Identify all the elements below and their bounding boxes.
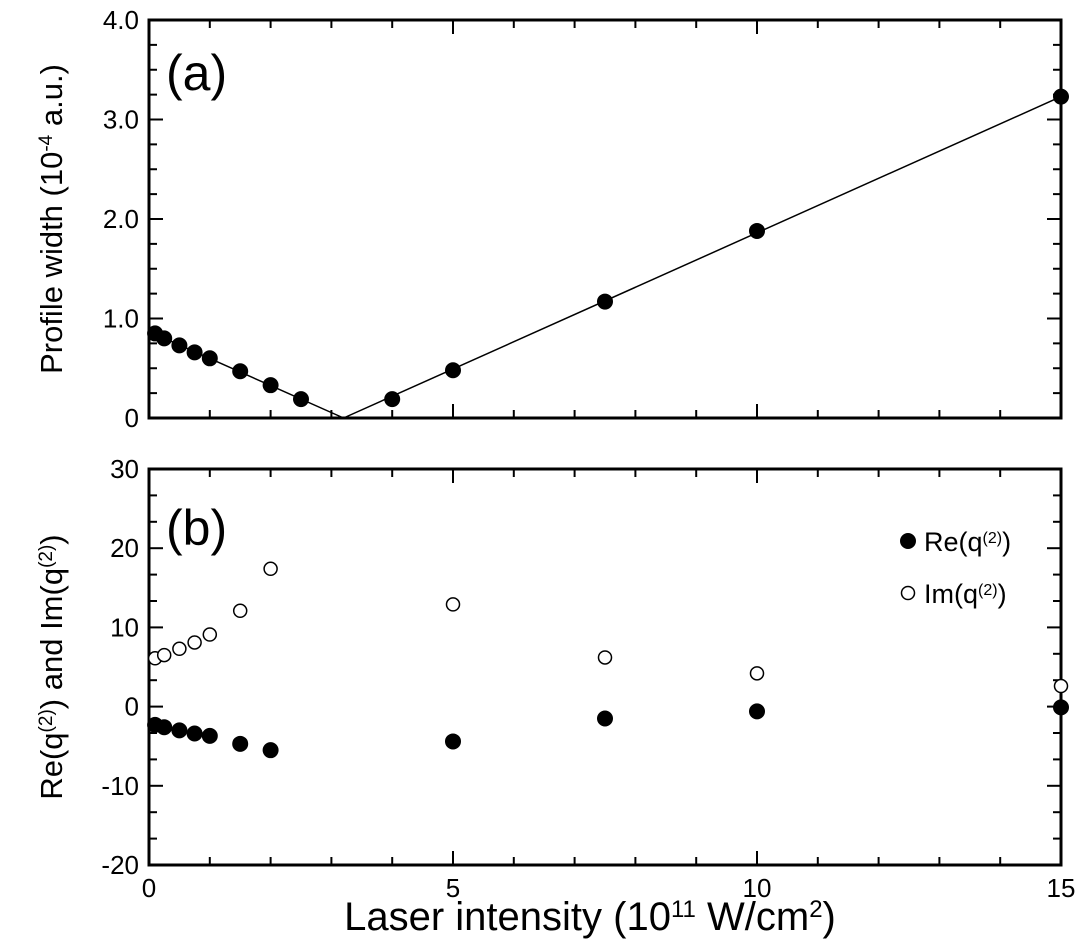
legend-label: Im(q(2)) [924, 579, 1007, 609]
panel-b-marks: 0 5 10 15 -20 -10 0 10 20 30 Re(q(2)) and Im(q(2)) [34, 454, 1075, 903]
re-q2-point [262, 742, 279, 759]
im-q2-point [232, 603, 248, 619]
panel-a-y-tick-label: 3.0 [103, 105, 139, 135]
profile-width-point [293, 391, 309, 408]
panel-a-y-axis-label: Profile width (10-4 a.u.) [34, 64, 69, 374]
im-q2-point [202, 627, 218, 642]
panel-b-y-tick-label: 20 [110, 533, 139, 563]
panel-a-marks: 0 1.0 2.0 3.0 4.0 Profile width (10-4 a.u.) [34, 5, 1069, 433]
legend-marker [900, 533, 916, 549]
panel-b-y-axis-label: Re(q(2)) and Im(q(2)) [34, 534, 69, 799]
x-tick-label: 15 [1047, 873, 1076, 903]
profile-width-point [384, 391, 401, 408]
panel-a-frame [147, 18, 1063, 420]
panel-b-y-tick-label: 30 [110, 454, 139, 484]
panel-a-y-tick-label: 0 [125, 403, 139, 433]
legend-label: Re(q(2)) [924, 527, 1011, 557]
profile-width-point [232, 363, 249, 380]
im-q2-point [597, 650, 613, 665]
im-q2-point [445, 597, 461, 612]
x-tick-label: 10 [743, 873, 772, 903]
legend: Re(q(2)) Im(q(2)) [900, 527, 1011, 609]
x-axis-label: Laser intensity (1011 W/cm2) [344, 895, 836, 939]
im-q2-point [156, 647, 172, 663]
panel-b-y-tick-label: -20 [101, 850, 139, 880]
profile-width-point [201, 350, 218, 367]
x-tick-label: 5 [446, 873, 460, 903]
re-q2-point [201, 727, 218, 744]
panel-b-q2-parameters: 0 5 10 15 -20 -10 0 10 20 30 Re(q(2)) and Im(q(2))… [34, 454, 1075, 903]
im-q2-point [1053, 678, 1069, 694]
re-q2-point [597, 710, 613, 727]
re-q2-point [445, 733, 461, 750]
panel-a-fit-line [343, 95, 1062, 419]
re-q2-point [232, 735, 249, 752]
panel-a-y-tick-label: 4.0 [103, 5, 139, 35]
im-q2-point [263, 561, 278, 577]
panel-b-y-tick-label: -10 [101, 771, 139, 801]
panel-a-y-tick-label: 1.0 [103, 304, 139, 334]
legend-marker [900, 585, 916, 601]
profile-width-point [597, 293, 613, 310]
panel-a-profile-width: 0 1.0 2.0 3.0 4.0 Profile width (10-4 a.u.) (… [34, 5, 1069, 433]
im-q2-point [749, 666, 765, 681]
profile-width-point [262, 377, 279, 394]
re-q2-point [1053, 699, 1069, 716]
panel-b-y-tick-label: 0 [125, 692, 139, 722]
re-q2-point [171, 722, 188, 739]
im-q2-point [187, 635, 202, 650]
re-q2-point [749, 703, 765, 720]
profile-width-point [445, 362, 461, 379]
profile-width-point [156, 330, 173, 347]
profile-width-point [749, 222, 765, 239]
panel-b-y-tick-label: 10 [110, 612, 139, 642]
re-q2-point [186, 725, 203, 742]
profile-width-point [1053, 88, 1069, 105]
panel-b-label: (b) [166, 500, 227, 556]
panel-a-label: (a) [166, 45, 227, 101]
panel-a-y-tick-label: 2.0 [103, 204, 139, 234]
x-tick-label: 0 [142, 873, 156, 903]
profile-width-point [171, 337, 188, 354]
shared-x-axis-label: Laser intensity (1011 W/cm2) [344, 895, 836, 939]
profile-width-point [186, 344, 203, 361]
im-q2-point [172, 641, 187, 657]
panel-b-frame [147, 467, 1063, 867]
re-q2-point [156, 719, 173, 736]
